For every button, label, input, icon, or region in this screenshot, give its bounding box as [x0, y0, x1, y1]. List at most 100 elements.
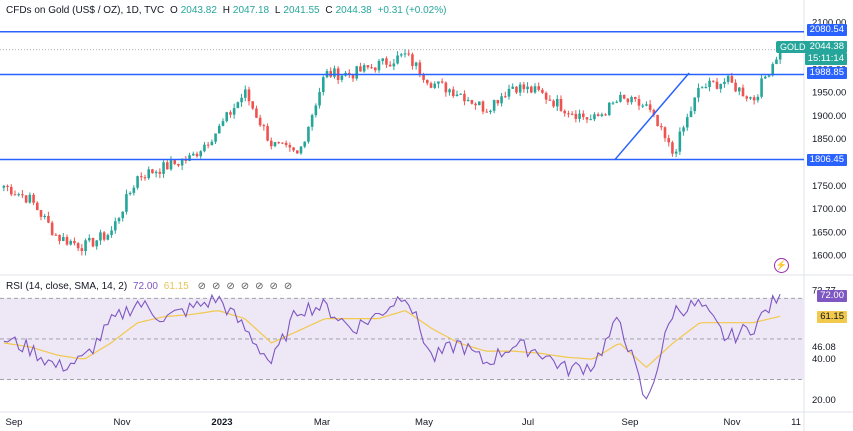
candle-body	[303, 141, 307, 147]
candle-body	[247, 89, 251, 102]
candle-body	[648, 104, 652, 110]
candle-body	[229, 112, 232, 115]
candle-body	[737, 87, 741, 92]
candle-body	[277, 142, 281, 144]
candle-body	[262, 125, 266, 127]
candle-body	[299, 146, 303, 154]
candle-body	[355, 66, 359, 79]
candle-body	[366, 65, 370, 68]
candle-body	[87, 237, 91, 241]
candle-body	[589, 119, 593, 121]
candle-body	[700, 87, 704, 89]
candle-body	[310, 115, 314, 127]
candle-body	[671, 142, 674, 154]
candle-body	[173, 160, 177, 164]
candle-body	[593, 114, 596, 120]
candle-body	[17, 194, 21, 196]
eye-off-icons[interactable]: ⊘⊘⊘⊘⊘⊘⊘	[197, 281, 299, 292]
candle-body	[217, 125, 221, 134]
candle-body	[106, 234, 110, 240]
candle-body	[448, 89, 451, 93]
candle-body	[403, 53, 407, 55]
open-value: 2043.82	[180, 5, 217, 16]
candle-body	[314, 105, 318, 116]
trend-line[interactable]	[614, 72, 690, 161]
candle-body	[269, 140, 273, 147]
price-tick-label: 1850.00	[812, 134, 846, 145]
price-tick-label: 2100.00	[812, 18, 846, 29]
candle-body	[35, 202, 39, 211]
candle-body	[433, 83, 437, 88]
candle-body	[730, 76, 734, 83]
candle-body	[474, 103, 477, 106]
candle-body	[600, 114, 604, 116]
candle-body	[6, 185, 9, 187]
level-label-middle: 1988.85	[806, 67, 847, 79]
rsi-label[interactable]: RSI (14, close, SMA, 14, 2)	[6, 281, 128, 292]
candle-body	[50, 222, 54, 235]
candle-body	[515, 86, 518, 93]
candle-body	[388, 64, 392, 67]
candle-body	[399, 54, 403, 56]
candle-body	[154, 171, 158, 174]
candle-body	[756, 96, 760, 101]
low-label: L	[274, 5, 281, 16]
flash-icon[interactable]: ⚡	[774, 258, 789, 273]
candle-body	[481, 101, 485, 112]
candle-body	[645, 104, 648, 106]
candle-body	[470, 99, 474, 104]
candle-body	[630, 97, 633, 103]
change-value: +0.31 (+0.02%)	[377, 5, 447, 16]
candle-body	[570, 113, 574, 115]
price-tick-label: 1900.00	[812, 111, 846, 122]
candle-body	[555, 98, 559, 107]
candle-body	[47, 215, 50, 223]
candle-body	[188, 155, 191, 161]
rsi-sma-legend-value: 61.15	[163, 281, 189, 292]
rsi-sma-line	[3, 309, 781, 368]
candle-body	[191, 153, 195, 156]
candle-body	[745, 96, 749, 99]
candle-body	[559, 98, 563, 111]
candle-body	[373, 67, 377, 71]
candle-body	[429, 83, 433, 88]
candle-body	[84, 240, 87, 252]
candle-body	[359, 66, 362, 72]
high-value: 2047.18	[232, 5, 270, 16]
candle-body	[444, 82, 448, 93]
candle-body	[177, 163, 180, 166]
candle-body	[147, 169, 151, 179]
candle-body	[69, 240, 73, 245]
candle-body	[321, 77, 325, 92]
candle-body	[125, 194, 128, 212]
candle-body	[604, 114, 607, 116]
close-value: 2044.38	[335, 5, 372, 16]
candle-body	[381, 58, 385, 61]
symbol-title[interactable]: CFDs on Gold (US$ / OZ), 1D, TVC	[6, 5, 165, 16]
candle-body	[318, 91, 321, 106]
gold-symbol-tag: GOLD	[776, 41, 810, 53]
candle-body	[9, 186, 13, 195]
chart-legend: CFDs on Gold (US$ / OZ), 1D, TVC O 2043.8…	[6, 5, 449, 16]
candle-body	[295, 150, 299, 154]
candle-body	[489, 110, 492, 113]
candle-body	[243, 89, 247, 98]
level-label-bottom: 1806.45	[806, 154, 847, 166]
candle-body	[578, 113, 581, 119]
candle-body	[58, 234, 61, 242]
rsi-tick-label: 46.08	[812, 342, 836, 353]
candle-body	[552, 100, 555, 107]
candle-body	[511, 86, 515, 89]
candle-body	[139, 176, 143, 178]
candle-body	[113, 221, 117, 231]
price-tick-label: 1950.00	[812, 88, 846, 99]
candle-body	[607, 102, 611, 116]
candle-body	[95, 240, 99, 247]
candle-body	[425, 79, 429, 84]
candle-body	[292, 147, 295, 151]
candle-body	[734, 82, 737, 92]
candle-body	[307, 126, 310, 142]
high-label: H	[222, 5, 230, 16]
time-tick-label: Mar	[314, 417, 330, 428]
